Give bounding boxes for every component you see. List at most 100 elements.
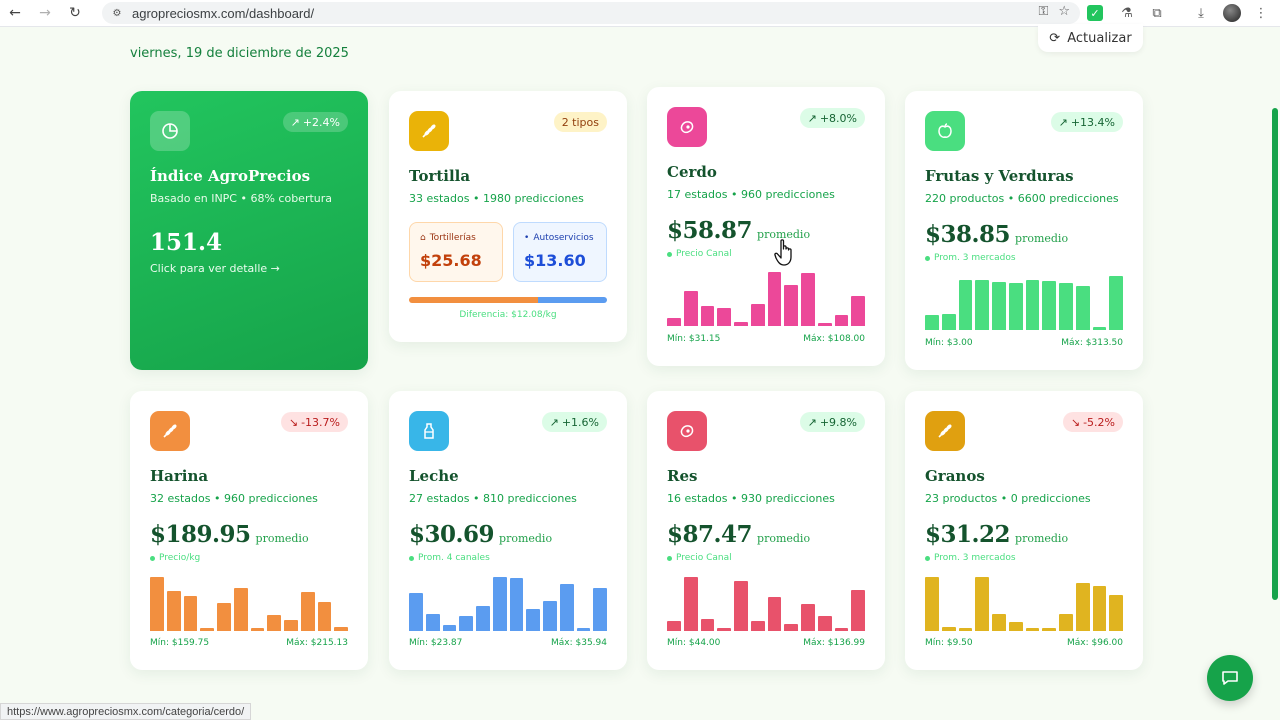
chart-bar bbox=[683, 291, 698, 326]
max-value: Máx: $215.13 bbox=[286, 638, 348, 648]
chart-bar bbox=[734, 581, 748, 631]
hand-pointer-icon bbox=[774, 239, 792, 266]
page-scrollbar[interactable] bbox=[1272, 108, 1278, 600]
reload-icon[interactable]: ↻ bbox=[69, 5, 81, 21]
chart-bar bbox=[425, 614, 440, 631]
chart-bar bbox=[1042, 628, 1056, 631]
chart-bar bbox=[183, 596, 198, 631]
card-subtitle: 33 estados • 1980 predicciones bbox=[409, 192, 584, 205]
card-granos[interactable]: ↘ -5.2% Granos 23 productos • 0 prediccio… bbox=[905, 391, 1143, 670]
refresh-button[interactable]: ⟳ Actualizar bbox=[1038, 24, 1143, 52]
password-key-icon[interactable]: ⚿ bbox=[1038, 4, 1049, 19]
chart-bar bbox=[509, 578, 524, 631]
price-block: $58.87 promedio bbox=[667, 217, 810, 244]
note-text: Prom. 3 mercados bbox=[934, 553, 1016, 563]
chart-bar bbox=[250, 628, 265, 631]
trend-up-icon: ↗ bbox=[1058, 115, 1068, 129]
refresh-label: Actualizar bbox=[1067, 30, 1132, 46]
card-subtitle: 27 estados • 810 predicciones bbox=[409, 492, 577, 505]
card-leche[interactable]: ↗ +1.6% Leche 27 estados • 810 prediccion… bbox=[389, 391, 627, 670]
wheat-icon bbox=[409, 111, 449, 151]
mini-bar-chart bbox=[667, 575, 865, 631]
card-title: Res bbox=[667, 467, 698, 485]
extension-flask-icon[interactable]: ⚗ bbox=[1121, 5, 1133, 21]
card-cerdo[interactable]: ↗ +8.0% Cerdo 17 estados • 960 prediccion… bbox=[647, 87, 885, 366]
chart-bar bbox=[834, 628, 849, 631]
card-title: Índice AgroPrecios bbox=[150, 167, 311, 185]
extensions-puzzle-icon[interactable]: ⧉ bbox=[1152, 5, 1162, 21]
max-value: Máx: $136.99 bbox=[803, 638, 865, 648]
badge-text: +9.8% bbox=[819, 415, 857, 429]
min-max-row: Mín: $9.50 Máx: $96.00 bbox=[925, 638, 1123, 648]
milk-bottle-icon bbox=[409, 411, 449, 451]
url-text[interactable]: agropreciosmx.com/dashboard/ bbox=[132, 5, 315, 21]
chart-bar bbox=[717, 628, 731, 631]
chart-bar bbox=[667, 621, 681, 631]
min-max-row: Mín: $44.00 Máx: $136.99 bbox=[667, 638, 865, 648]
trend-up-icon: ↗ bbox=[549, 415, 559, 429]
chart-bar bbox=[559, 584, 574, 631]
chart-bar bbox=[801, 604, 815, 631]
download-icon[interactable]: ⤓ bbox=[1198, 5, 1204, 21]
price-value: $87.47 bbox=[667, 521, 753, 548]
chart-bar bbox=[801, 273, 815, 326]
min-max-row: Mín: $3.00 Máx: $313.50 bbox=[925, 338, 1123, 348]
refresh-icon: ⟳ bbox=[1049, 30, 1061, 46]
card-harina[interactable]: ↘ -13.7% Harina 32 estados • 960 predicci… bbox=[130, 391, 368, 670]
trend-badge: ↗ +2.4% bbox=[282, 112, 348, 132]
card-indice[interactable]: ↗ +2.4% Índice AgroPrecios Basado en INPC… bbox=[130, 91, 368, 370]
badge-text: +13.4% bbox=[1070, 115, 1115, 129]
max-value: Máx: $96.00 bbox=[1067, 638, 1123, 648]
card-res[interactable]: ↗ +9.8% Res 16 estados • 930 predicciones… bbox=[647, 391, 885, 670]
chart-bar bbox=[543, 601, 557, 631]
address-bar[interactable]: ⚙ agropreciosmx.com/dashboard/ ⚿ ☆ bbox=[102, 2, 1080, 24]
card-title: Harina bbox=[150, 467, 209, 485]
note-text: Precio/kg bbox=[159, 553, 201, 563]
channel-tortillerias: ⌂ Tortillerías $25.68 bbox=[409, 222, 503, 282]
price-note: Prom. 3 mercados bbox=[925, 553, 1016, 563]
menu-dots-icon[interactable]: ⋮ bbox=[1254, 5, 1268, 21]
price-unit: promedio bbox=[499, 532, 553, 545]
mini-bar-chart bbox=[925, 274, 1123, 330]
price-block: $30.69 promedio bbox=[409, 521, 552, 548]
card-title: Leche bbox=[409, 467, 459, 485]
chart-bar bbox=[700, 306, 715, 326]
price-value: $58.87 bbox=[667, 217, 753, 244]
chart-bar bbox=[941, 627, 956, 631]
price-block: $38.85 promedio bbox=[925, 221, 1068, 248]
max-value: Máx: $108.00 bbox=[803, 334, 865, 344]
bookmark-star-icon[interactable]: ☆ bbox=[1058, 4, 1070, 19]
card-frutas[interactable]: ↗ +13.4% Frutas y Verduras 220 productos … bbox=[905, 91, 1143, 370]
card-tortilla[interactable]: 2 tipos Tortilla 33 estados • 1980 predi… bbox=[389, 91, 627, 342]
profile-avatar[interactable] bbox=[1223, 4, 1241, 22]
chart-bar bbox=[667, 318, 681, 326]
chart-bar bbox=[817, 616, 832, 631]
types-badge: 2 tipos bbox=[553, 112, 607, 132]
site-info-icon[interactable]: ⚙ bbox=[112, 7, 122, 19]
index-value: 151.4 bbox=[150, 229, 223, 256]
chart-bar bbox=[975, 577, 989, 631]
chat-button[interactable] bbox=[1207, 655, 1253, 701]
detail-link[interactable]: Click para ver detalle → bbox=[150, 262, 280, 275]
price-value: $38.85 bbox=[925, 221, 1011, 248]
card-title: Granos bbox=[925, 467, 985, 485]
chart-bar bbox=[975, 280, 989, 330]
price-note: Prom. 3 mercados bbox=[925, 253, 1016, 263]
price-unit: promedio bbox=[757, 228, 811, 241]
chart-bar bbox=[409, 593, 423, 631]
min-value: Mín: $159.75 bbox=[150, 638, 210, 648]
chart-bar bbox=[217, 603, 231, 631]
chart-bar bbox=[1092, 586, 1107, 631]
price-note: Precio Canal bbox=[667, 249, 732, 259]
extension-check-icon[interactable]: ✓ bbox=[1087, 5, 1103, 21]
chat-bubble-icon bbox=[1222, 671, 1238, 685]
chart-bar bbox=[233, 588, 248, 631]
price-block: $189.95 promedio bbox=[150, 521, 309, 548]
back-icon[interactable]: ← bbox=[9, 5, 21, 21]
forward-icon[interactable]: → bbox=[39, 5, 51, 21]
chart-bar bbox=[784, 624, 798, 631]
chart-bar bbox=[851, 590, 865, 631]
channel-value: $13.60 bbox=[524, 251, 586, 270]
badge-text: -5.2% bbox=[1083, 415, 1115, 429]
card-subtitle: 220 productos • 6600 predicciones bbox=[925, 192, 1119, 205]
